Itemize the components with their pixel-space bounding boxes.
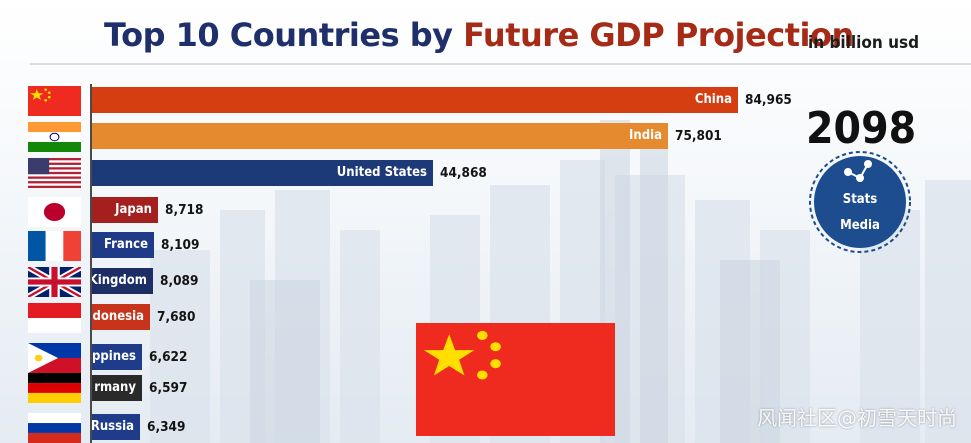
bar-label-indonesia: donesia: [92, 309, 144, 324]
bar-united-kingdom: Kingdom: [92, 268, 153, 294]
logo-text-line2: Media: [840, 218, 880, 233]
bar-value-india: 75,801: [675, 128, 722, 144]
chart-baseline: [90, 84, 92, 443]
bar-value-indonesia: 7,680: [157, 309, 196, 325]
bar-russia: Russia: [92, 414, 140, 440]
bar-label-philippines: ppines: [92, 349, 136, 364]
germany-flag: [28, 373, 81, 403]
bar-label-russia: Russia: [92, 419, 134, 434]
france-flag: [28, 231, 81, 261]
bar-value-russia: 6,349: [147, 419, 186, 435]
bar-label-japan: Japan: [115, 202, 152, 217]
china-flag-large: [416, 323, 615, 436]
china-flag: [28, 86, 81, 116]
bar-indonesia: donesia: [92, 304, 150, 330]
bar-india: India: [92, 123, 668, 149]
year-label: 2098: [806, 103, 917, 154]
usa-flag: [28, 158, 81, 188]
bar-value-united-states: 44,868: [440, 165, 487, 181]
bar-label-france: France: [103, 237, 148, 252]
uk-flag: [28, 267, 81, 297]
title-part-2: Future GDP Projection: [463, 16, 854, 54]
title-part-1: Top 10 Countries by: [104, 16, 453, 54]
russia-flag: [28, 413, 81, 443]
bar-united-states: United States: [92, 160, 433, 186]
logo-text-line1: Stats: [842, 192, 878, 207]
bar-label-united-kingdom: Kingdom: [92, 273, 147, 288]
bar-value-united-kingdom: 8,089: [160, 273, 199, 289]
bar-value-china: 84,965: [745, 92, 792, 108]
bar-label-germany: rmany: [94, 380, 136, 395]
bar-philippines: ppines: [92, 344, 142, 370]
bar-france: France: [92, 232, 154, 258]
india-flag: [28, 122, 81, 152]
stats-media-logo: Stats Media: [808, 150, 912, 254]
title-divider: [30, 63, 971, 65]
bar-value-japan: 8,718: [165, 202, 204, 218]
bar-label-india: India: [629, 128, 662, 143]
bar-value-germany: 6,597: [149, 380, 188, 396]
unit-note: in billion usd: [808, 33, 920, 53]
watermark-text: 风闻社区@初雪天时尚: [757, 406, 957, 430]
bar-label-china: China: [694, 92, 732, 107]
bar-china: China: [92, 87, 738, 113]
indonesia-flag: [28, 303, 81, 333]
philippines-flag: [28, 343, 81, 373]
chart-title: Top 10 Countries by Future GDP Projectio…: [104, 16, 854, 54]
bar-japan: Japan: [92, 197, 158, 223]
bar-label-united-states: United States: [336, 165, 427, 180]
bar-value-philippines: 6,622: [149, 349, 188, 365]
japan-flag: [28, 197, 81, 227]
bar-germany: rmany: [92, 375, 142, 401]
bar-value-france: 8,109: [161, 237, 200, 253]
